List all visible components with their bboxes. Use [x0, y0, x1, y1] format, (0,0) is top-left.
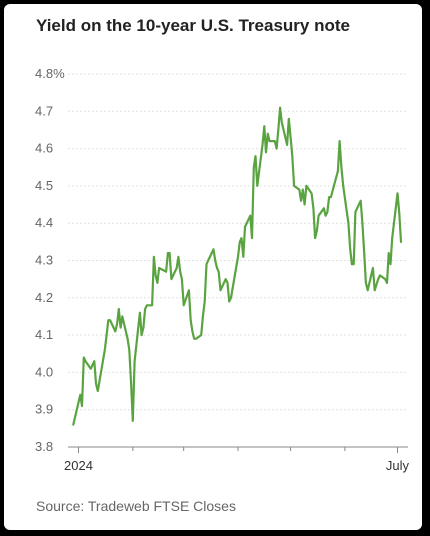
y-tick-label: 4.1: [35, 327, 53, 342]
gridlines: [68, 73, 408, 411]
y-tick-label: 4.8%: [35, 66, 65, 81]
series-layer: [72, 106, 403, 426]
y-tick-label: 4.0: [35, 364, 53, 379]
y-tick-label: 4.3: [35, 253, 53, 268]
y-tick-label: 4.2: [35, 290, 53, 305]
chart-card: Yield on the 10-year U.S. Treasury note …: [4, 4, 422, 530]
line-chart: 3.8 3.9 4.0 4.1 4.2 4.3 4.4 4.5 4.6 4.7 4.8% 2024 J…: [35, 66, 410, 473]
x-axis: 2024 July: [64, 446, 410, 473]
y-tick-label: 4.5: [35, 178, 53, 193]
y-tick-label: 4.4: [35, 215, 53, 230]
y-tick-label: 4.6: [35, 141, 53, 156]
y-tick-label: 3.9: [35, 402, 53, 417]
y-axis-tick-labels: 3.8 3.9 4.0 4.1 4.2 4.3 4.4 4.5 4.6 4.7 4.8%: [35, 66, 65, 454]
y-tick-label: 4.7: [35, 103, 53, 118]
x-tick-label: 2024: [64, 458, 93, 473]
y-tick-label: 3.8: [35, 439, 53, 454]
chart-source: Source: Tradeweb FTSE Closes: [36, 498, 236, 514]
x-tick-label: July: [386, 458, 410, 473]
yield-series-line: [72, 106, 403, 426]
chart-title: Yield on the 10-year U.S. Treasury note: [36, 16, 350, 35]
